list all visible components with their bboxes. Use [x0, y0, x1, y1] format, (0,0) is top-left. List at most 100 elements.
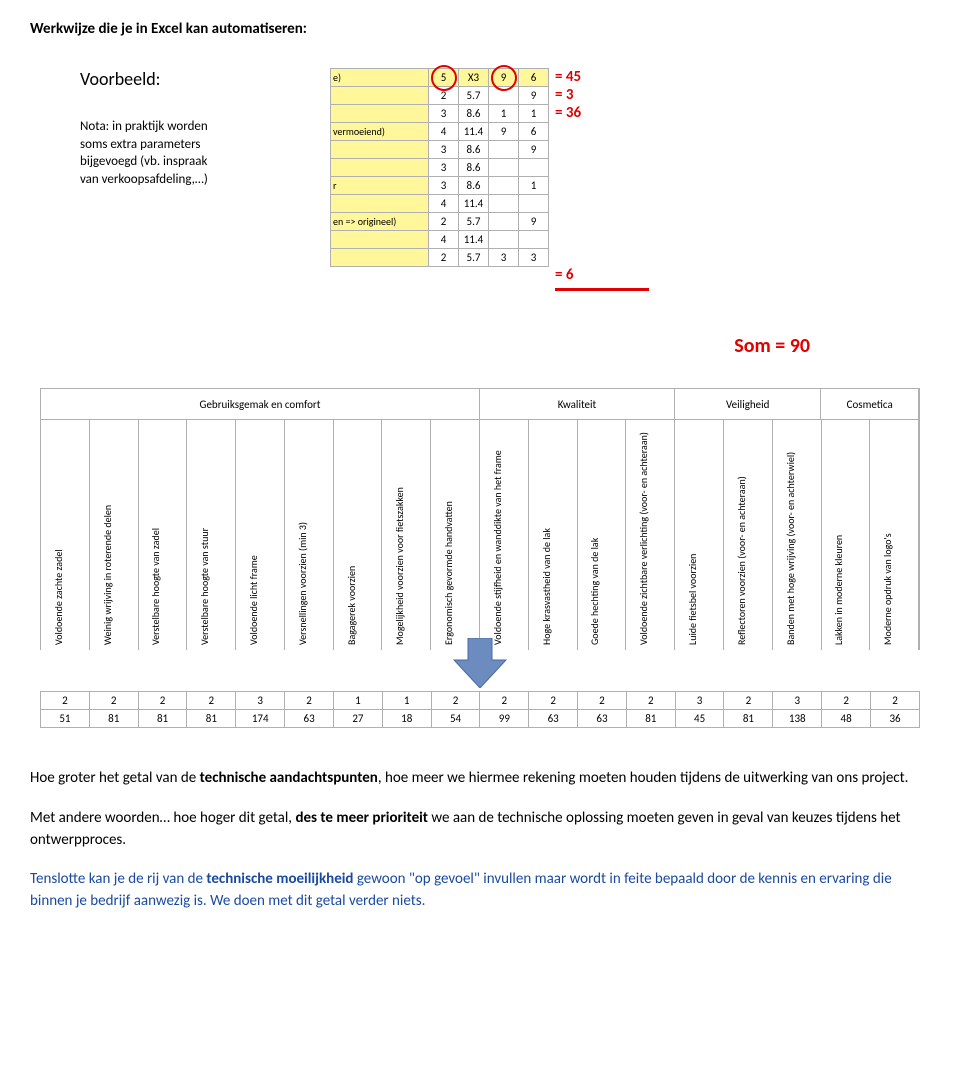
mini-cell: 5.7 — [459, 213, 489, 231]
mini-cell: vermoeiend) — [331, 123, 429, 141]
value-cell: 2 — [431, 692, 480, 710]
mini-cell: 11.4 — [459, 195, 489, 213]
mini-cell: X3 — [459, 69, 489, 87]
note-line: bijgevoegd (vb. inspraak — [80, 153, 300, 171]
value-cell: 81 — [89, 710, 138, 728]
mini-cell: 5.7 — [459, 87, 489, 105]
result-36: = 36 — [555, 104, 649, 122]
sum-divider — [555, 288, 649, 294]
value-cell: 99 — [480, 710, 529, 728]
example-mini-table: e)5X39625.7938.611vermoeiend)411.49638.6… — [330, 68, 549, 267]
rotated-column-label: Voldoende stijfheid en wanddikte van het… — [480, 420, 529, 650]
value-cell: 63 — [529, 710, 578, 728]
rotated-column-label: Verstelbare hoogte van stuur — [187, 420, 236, 650]
bold-text: technische moeilijkheid — [206, 870, 353, 888]
paragraph-1: Hoe groter het getal van de technische a… — [30, 768, 930, 790]
values-row-1: 222232112222232322 — [41, 692, 920, 710]
note-line: van verkoopsafdeling,…) — [80, 171, 300, 189]
rotated-column-label: Bagagerek voorzien — [334, 420, 383, 650]
mini-cell — [331, 159, 429, 177]
mini-cell: 9 — [489, 69, 519, 87]
result-45: = 45 — [555, 68, 649, 86]
rotated-column-label: Luide fietsbel voorzien — [675, 420, 724, 650]
mini-cell — [489, 159, 519, 177]
mini-cell: 3 — [429, 105, 459, 123]
category-header: Kwaliteit — [480, 389, 675, 419]
sum-label: Som = 90 — [30, 334, 810, 358]
value-cell: 2 — [724, 692, 773, 710]
mini-cell: 6 — [519, 123, 549, 141]
value-cell: 63 — [578, 710, 627, 728]
mini-cell — [489, 231, 519, 249]
category-header: Veiligheid — [675, 389, 821, 419]
value-cell: 2 — [822, 692, 871, 710]
rotated-column-label: Banden met hoge wrijving (voor- en achte… — [773, 420, 822, 650]
text: Hoe groter het getal van de — [30, 769, 200, 787]
rotated-column-label: Hoge krasvastheid van de lak — [529, 420, 578, 650]
mini-cell — [519, 231, 549, 249]
rotated-table-block: Gebruiksgemak en comfortKwaliteitVeiligh… — [40, 388, 920, 728]
example-note: Nota: in praktijk worden soms extra para… — [80, 118, 300, 188]
rotated-column-label: Voldoende zichtbare verlichting (voor- e… — [626, 420, 675, 650]
mini-cell — [489, 213, 519, 231]
mini-cell: 9 — [519, 213, 549, 231]
note-line: Nota: in praktijk worden — [80, 118, 300, 136]
rotated-column-label: Voldoende licht frame — [236, 420, 285, 650]
value-cell: 3 — [773, 692, 822, 710]
paragraph-3: Tenslotte kan je de rij van de technisch… — [30, 869, 930, 913]
mini-cell — [331, 87, 429, 105]
value-cell: 3 — [236, 692, 285, 710]
mini-cell: 4 — [429, 231, 459, 249]
mini-cell: 11.4 — [459, 123, 489, 141]
value-cell: 2 — [578, 692, 627, 710]
value-cell: 81 — [724, 710, 773, 728]
value-cell: 81 — [187, 710, 236, 728]
rotated-column-label: Weinig wrijving in roterende delen — [90, 420, 139, 650]
value-cell: 174 — [236, 710, 285, 728]
value-cell: 1 — [333, 692, 382, 710]
mini-cell: 8.6 — [459, 141, 489, 159]
rotated-column-label: Moderne opdruk van logo's — [870, 420, 919, 650]
example-right: e)5X39625.7938.611vermoeiend)411.49638.6… — [330, 68, 649, 294]
mini-cell — [331, 195, 429, 213]
value-cell: 1 — [382, 692, 431, 710]
bold-text: des te meer prioriteit — [295, 809, 428, 827]
value-cell: 2 — [626, 692, 675, 710]
mini-cell: 1 — [519, 105, 549, 123]
rotated-labels-row: Voldoende zachte zadelWeinig wrijving in… — [40, 420, 920, 650]
mini-cell: 9 — [519, 87, 549, 105]
mini-cell: 3 — [429, 177, 459, 195]
mini-cell: 11.4 — [459, 231, 489, 249]
values-row-2: 51818181174632718549963638145811384836 — [41, 710, 920, 728]
value-cell: 36 — [871, 710, 920, 728]
arrow-down-icon — [450, 638, 510, 688]
rotated-column-label: Reflectoren voorzien (voor- en achteraan… — [724, 420, 773, 650]
rotated-column-label: Goede hechting van de lak — [578, 420, 627, 650]
mini-cell: 6 — [519, 69, 549, 87]
mini-cell — [489, 177, 519, 195]
category-header: Cosmetica — [821, 389, 919, 419]
value-cell: 138 — [773, 710, 822, 728]
mini-cell: 9 — [489, 123, 519, 141]
text: Tenslotte kan je de rij van de — [30, 870, 206, 888]
category-header-row: Gebruiksgemak en comfortKwaliteitVeiligh… — [40, 388, 920, 420]
value-cell: 54 — [431, 710, 480, 728]
rotated-column-label: Lakken in moderne kleuren — [822, 420, 871, 650]
body-text: Hoe groter het getal van de technische a… — [30, 768, 930, 913]
value-cell: 45 — [675, 710, 724, 728]
category-header: Gebruiksgemak en comfort — [41, 389, 480, 419]
result-3: = 3 — [555, 86, 649, 104]
result-6: = 6 — [555, 266, 649, 284]
note-line: soms extra parameters — [80, 136, 300, 154]
mini-cell: 5.7 — [459, 249, 489, 267]
mini-cell — [519, 195, 549, 213]
bold-text: technische aandachtspunten — [200, 769, 378, 787]
mini-cell: 3 — [429, 159, 459, 177]
mini-cell: 8.6 — [459, 159, 489, 177]
value-cell: 18 — [382, 710, 431, 728]
mini-cell: 1 — [519, 177, 549, 195]
mini-cell — [519, 159, 549, 177]
value-cell: 2 — [871, 692, 920, 710]
mini-cell — [489, 141, 519, 159]
rotated-column-label: Mogelijkheid voorzien voor fietszakken — [382, 420, 431, 650]
